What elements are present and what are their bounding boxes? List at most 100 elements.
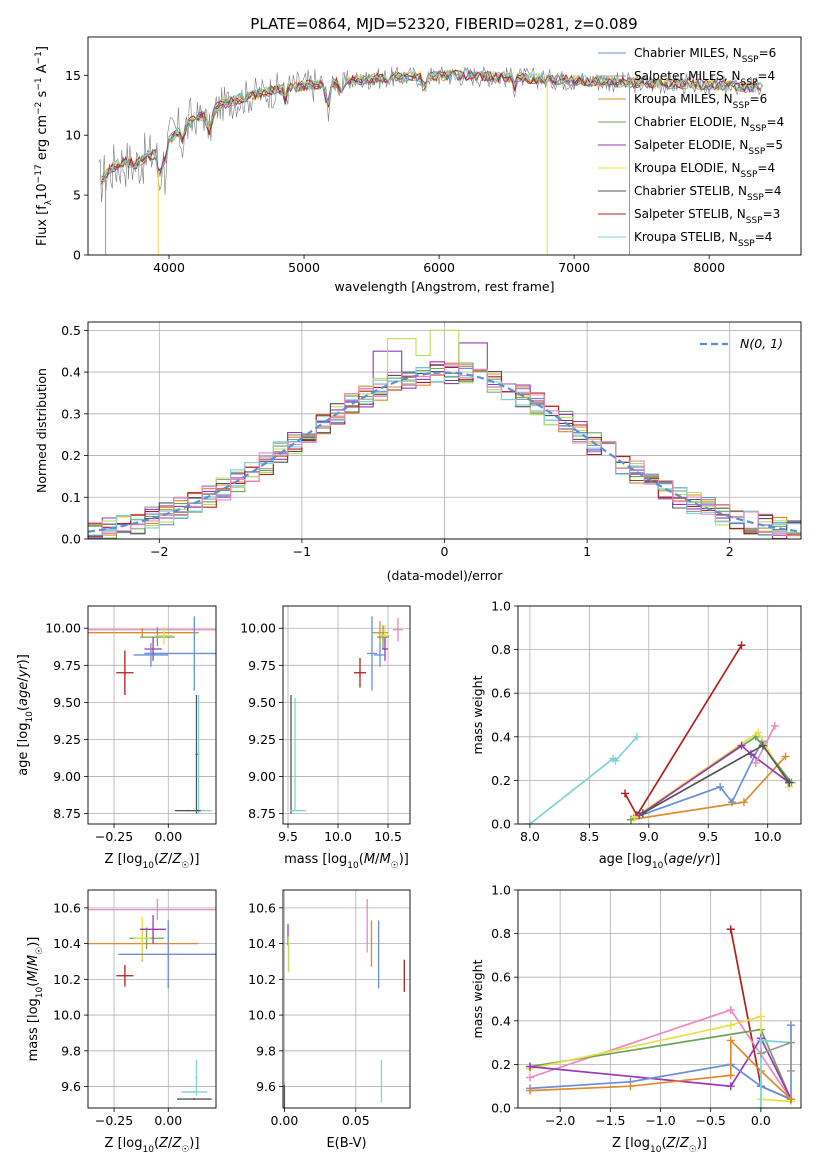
y-tick-label: 0.4 [491,1013,511,1028]
label-part: 10 [35,986,45,998]
plot-area [526,925,795,1108]
label-part: Flux [f [35,205,50,246]
x-tick-label: 2 [726,544,734,559]
label-part: E(B-V) [326,1136,366,1151]
weight-point-marker [526,1086,535,1095]
y-tick-label: 9.6 [61,1079,81,1094]
label-part: )] [16,654,31,664]
weight-point-marker [781,752,790,761]
legend-label: Salpeter ELODIE, NSSP=5 [634,138,783,157]
label-part: Kroupa STELIB, N [634,230,738,244]
plot-frame [282,889,411,1109]
y-tick-label: 0.2 [491,773,511,788]
label-part: )] [26,937,41,947]
plot-area [525,641,796,824]
label-part: Z [158,852,169,867]
x-tick-label: 6000 [423,260,455,275]
residual-histogram-panel: −2 −1 0 1 2 0.0 0.1 0.2 0.3 0.4 0.5 (data-model)/er… [34,321,802,583]
legend-label: Chabrier ELODIE, NSSP=4 [634,115,784,134]
y-tick-label: 9.25 [53,732,81,747]
y-tick-label: 10.4 [53,936,81,951]
label-part: Z [log [105,1136,143,1151]
label-part: / [16,677,31,682]
x-tick-label: −1.5 [595,1113,625,1128]
x-tick-label: −1.0 [645,1113,675,1128]
x-tick-label: 9.0 [639,829,659,844]
label-part: =5 [765,138,783,152]
x-tick-label: 0 [441,544,449,559]
histogram-series [88,369,801,537]
plot-frame [87,605,217,825]
label-part: 10 [142,1145,154,1155]
weight-point-marker [737,641,746,650]
plot-area [290,616,403,814]
legend-label: Kroupa ELODIE, NSSP=4 [634,161,775,180]
label-part: Chabrier ELODIE, N [634,115,750,129]
y-tick-label: 0.8 [491,926,511,941]
weight-point-marker [525,820,534,824]
weight-point-marker [739,798,748,807]
label-part: / [168,1136,173,1151]
label-part: ( [359,852,364,867]
x-tick-label: 10.0 [324,829,352,844]
y-axis-label: mass weight [470,959,485,1038]
y-tick-label: 0 [73,248,81,263]
weight-point-marker [770,721,779,730]
y-tick-label: 0.3 [61,406,81,421]
x-axis-label: wavelength [Angstrom, rest frame] [334,279,554,294]
x-tick-label: 8.5 [579,829,599,844]
y-tick-label: 1.0 [491,599,511,614]
legend-label: Kroupa STELIB, NSSP=4 [634,230,772,249]
y-tick-label: 0.8 [491,642,511,657]
label-part: M [364,852,375,867]
label-part: Chabrier MILES, N [634,46,742,60]
label-part: M [26,955,41,966]
plot-frame [87,36,802,256]
x-tick-label: 9.5 [698,829,718,844]
label-part: ☉ [181,1145,189,1155]
x-tick-label: 8.0 [520,829,540,844]
y-tick-label: 0.2 [491,1057,511,1072]
y-tick-label: 9.75 [248,658,276,673]
y-tick-label: 0.4 [61,365,81,380]
weight-point-marker [756,1012,765,1021]
weight-line [755,725,776,764]
label-part: =4 [757,69,775,83]
label-part: SSP [741,170,758,180]
x-tick-label: 7000 [558,260,590,275]
y-axis-label: age [log10(age/yr)] [16,654,35,776]
label-part: / [693,852,698,867]
mass-vs-metallicity-panel: −0.25 0.009.69.810.010.210.410.6Z [log10(… [26,889,217,1155]
x-axis-label: E(B-V) [326,1136,366,1151]
spectrum-panel: 4000 5000 6000 7000 8000 0 5 10 15 wavelength [An… [34,36,802,294]
histogram-series [88,363,801,537]
weight-point-marker [756,1104,765,1108]
plot-frame [517,605,802,825]
label-part: =6 [759,46,777,60]
y-axis-label: Flux [fλ10−17 erg cm−2 s−1 A−1] [34,46,54,246]
plot-area [88,329,801,539]
weight-line [642,744,790,814]
label-part: SSP [746,216,763,226]
y-tick-label: 0.0 [61,532,81,547]
plot-area [88,898,216,1100]
label-part: )] [697,1136,707,1151]
x-tick-label: 1 [583,544,591,559]
y-tick-label: 0.6 [491,686,511,701]
label-part: / [168,852,173,867]
x-axis-label: Z [log10(Z/Z☉)] [105,852,200,871]
plot-area [98,66,764,255]
label-part: =4 [755,230,773,244]
label-part: / [675,1136,680,1151]
spectrum-model-line [101,69,761,181]
x-tick-label: −0.5 [696,1113,726,1128]
y-tick-label: 10.2 [248,972,276,987]
label-part: Z [log [612,1136,650,1151]
weight-point-marker [526,1062,535,1071]
legend-label: Kroupa MILES, NSSP=6 [634,92,767,111]
x-axis-label: (data-model)/error [387,568,504,583]
weight-line [529,1038,792,1100]
label-part: / [375,852,380,867]
y-tick-label: 9.00 [248,769,276,784]
x-tick-label: 0.00 [271,1113,299,1128]
